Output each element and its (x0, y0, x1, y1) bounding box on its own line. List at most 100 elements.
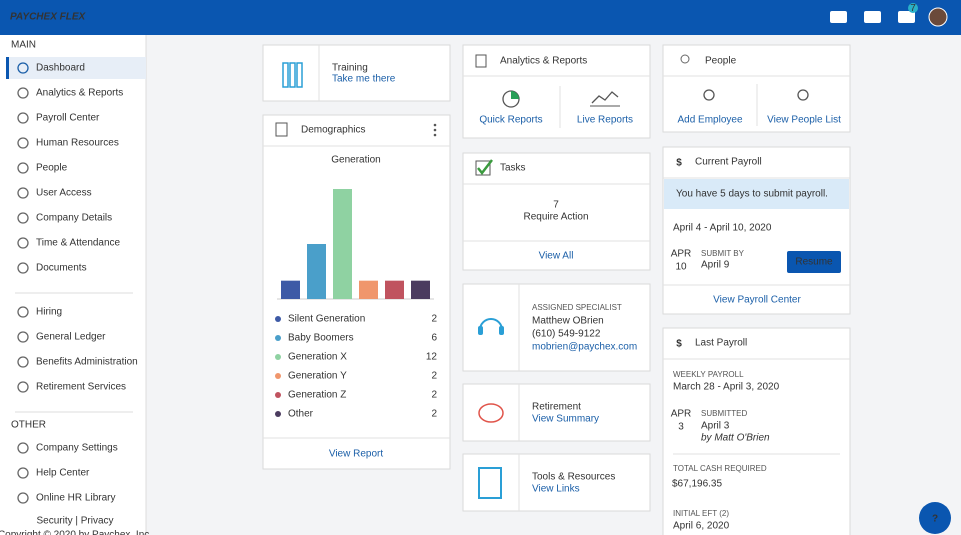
period: March 28 - April 3, 2020 (673, 382, 780, 393)
nav-icon (17, 112, 29, 124)
name: Matthew OBrien (532, 316, 604, 327)
nav-item[interactable]: Company Settings (36, 443, 118, 454)
alert-text: You have 5 days to submit payroll. (676, 189, 828, 200)
legend-value: 12 (426, 352, 438, 363)
phone: (610) 549-9122 (532, 329, 601, 340)
icon: $ (676, 339, 682, 350)
nav-item[interactable]: Online HR Library (36, 493, 115, 504)
bar (359, 280, 378, 299)
nav-icon (17, 306, 29, 318)
badge (908, 3, 918, 13)
nav-item[interactable]: Benefits Administration (36, 357, 138, 368)
label: ASSIGNED SPECIALIST (532, 303, 622, 312)
legend-label: Generation Y (288, 371, 347, 382)
current-payroll-card (662, 146, 851, 315)
link[interactable]: View Payroll Center (713, 295, 801, 306)
avatar[interactable] (928, 7, 948, 27)
last-payroll-card (662, 327, 851, 535)
legend-label: Generation Z (288, 390, 346, 401)
alert (664, 179, 849, 209)
header-icon[interactable] (830, 11, 847, 23)
icon: $ (676, 158, 682, 169)
icon (797, 89, 809, 101)
nav-item[interactable]: Help Center (36, 468, 90, 479)
nav-item[interactable]: Hiring (36, 307, 62, 318)
nav-item[interactable]: General Ledger (36, 332, 106, 343)
nav-icon (17, 467, 29, 479)
link[interactable]: Take me there (332, 74, 396, 85)
cash: $67,196.35 (672, 479, 722, 490)
menu-dot[interactable] (433, 123, 437, 127)
submitted-by: by Matt O'Brien (701, 433, 770, 444)
link[interactable]: View Links (532, 484, 580, 495)
bar (281, 280, 300, 299)
icon-bar (296, 62, 303, 88)
nav-item[interactable]: User Access (36, 188, 92, 199)
menu-dot[interactable] (433, 128, 437, 132)
link[interactable]: View All (539, 251, 574, 262)
legend-label: Generation X (288, 352, 347, 363)
icon (703, 89, 715, 101)
help-button[interactable] (919, 502, 951, 534)
icon (591, 91, 619, 104)
icon-bar (289, 62, 296, 88)
header-icon[interactable] (898, 11, 915, 23)
bar (385, 280, 404, 299)
card-title: Current Payroll (695, 157, 762, 168)
link[interactable]: mobrien@paychex.com (532, 342, 637, 353)
icon (478, 326, 483, 335)
link[interactable]: View Report (329, 449, 384, 460)
help-label[interactable]: ? (932, 514, 938, 525)
card-title: Tools & Resources (532, 472, 615, 483)
retirement-card (462, 383, 651, 442)
link[interactable]: View Summary (532, 414, 599, 425)
day: 10 (675, 262, 687, 273)
nav-item[interactable]: People (36, 163, 68, 174)
nav-selected (6, 57, 146, 79)
link[interactable]: Live Reports (577, 115, 633, 126)
training-card (262, 44, 451, 102)
menu-dot[interactable] (433, 133, 437, 137)
card-title: Last Payroll (695, 338, 747, 349)
section-label: OTHER (11, 420, 46, 431)
legend-value: 2 (431, 371, 437, 382)
legend-label: Silent Generation (288, 314, 365, 325)
link[interactable]: View People List (767, 115, 841, 126)
nav-icon (17, 137, 29, 149)
icon (511, 91, 519, 99)
nav-icon (17, 87, 29, 99)
header-icon[interactable] (864, 11, 881, 23)
button[interactable] (787, 251, 841, 273)
nav-item[interactable]: Dashboard (36, 63, 85, 74)
card-title: Analytics & Reports (500, 56, 587, 67)
icon (478, 403, 504, 423)
link[interactable]: Add Employee (677, 115, 742, 126)
nav-item[interactable]: Time & Attendance (36, 238, 121, 249)
legend-value: 2 (431, 409, 437, 420)
nav-item[interactable]: Company Details (36, 213, 112, 224)
logo: PAYCHEX FLEX (10, 12, 87, 23)
label: TOTAL CASH REQUIRED (673, 464, 767, 473)
label: SUBMIT BY (701, 249, 745, 258)
sidebar (0, 35, 146, 535)
nav-item[interactable]: Retirement Services (36, 382, 126, 393)
nav-item[interactable]: Human Resources (36, 138, 119, 149)
nav-item[interactable]: Payroll Center (36, 113, 100, 124)
day: 3 (678, 422, 684, 433)
nav-icon (17, 492, 29, 504)
date: April 3 (701, 421, 730, 432)
nav-icon (17, 237, 29, 249)
icon (680, 54, 690, 64)
legend-label: Other (288, 409, 314, 420)
task-count: 7 (553, 200, 559, 211)
task-label: Require Action (523, 212, 588, 223)
label: SUBMITTED (701, 409, 747, 418)
legend-dot (275, 373, 281, 379)
nav-icon (17, 442, 29, 454)
button-label[interactable]: Resume (795, 257, 833, 268)
nav-item[interactable]: Analytics & Reports (36, 88, 123, 99)
nav-item[interactable]: Documents (36, 263, 87, 274)
footer-link[interactable]: Security | Privacy (36, 516, 113, 527)
link[interactable]: Quick Reports (479, 115, 542, 126)
